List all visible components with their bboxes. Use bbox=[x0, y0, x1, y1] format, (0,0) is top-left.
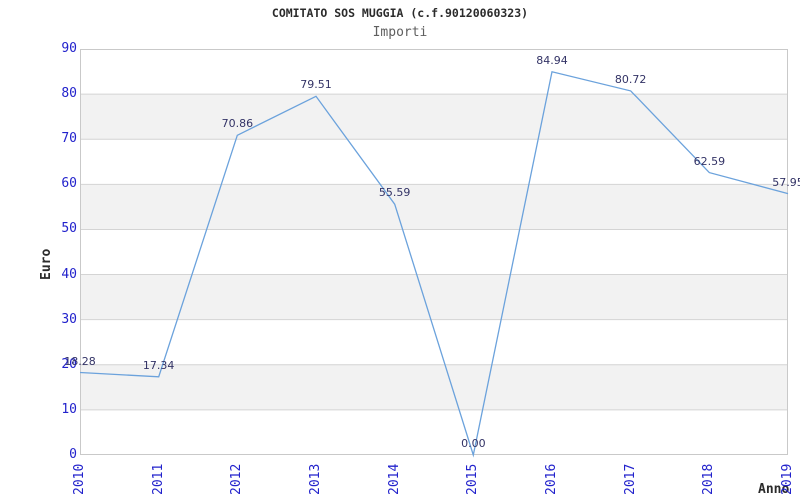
x-tick-label: 2013 bbox=[308, 463, 323, 495]
y-tick-label: 10 bbox=[61, 401, 77, 417]
y-tick-label: 80 bbox=[61, 86, 77, 102]
x-tick-label: 2015 bbox=[465, 463, 481, 495]
grid-band bbox=[80, 274, 788, 320]
data-label: 79.51 bbox=[300, 78, 332, 92]
grid-band bbox=[80, 184, 788, 230]
x-tick-label: 2018 bbox=[701, 463, 717, 495]
x-tick-label: 2016 bbox=[544, 463, 559, 495]
data-label: 55.59 bbox=[378, 186, 411, 200]
data-series-line bbox=[79, 71, 789, 458]
data-label: 62.59 bbox=[693, 154, 726, 168]
data-label: 18.28 bbox=[64, 354, 96, 368]
y-tick-label: 60 bbox=[61, 176, 77, 192]
data-label: 17.34 bbox=[142, 358, 175, 372]
data-label: 80.72 bbox=[614, 72, 647, 86]
x-tick-label: 2010 bbox=[72, 463, 87, 495]
grid-band bbox=[80, 94, 788, 140]
plot-border bbox=[80, 49, 788, 455]
chart-subtitle: Importi bbox=[372, 25, 428, 40]
y-tick-label: 30 bbox=[61, 311, 77, 327]
x-tick-label: 2019 bbox=[780, 463, 795, 495]
y-tick-label: 70 bbox=[61, 131, 77, 147]
x-tick-label: 2014 bbox=[386, 463, 402, 495]
y-tick-label: 20 bbox=[61, 356, 77, 372]
data-label: 70.86 bbox=[221, 117, 254, 131]
x-tick-label: 2011 bbox=[150, 463, 166, 495]
y-tick-label: 0 bbox=[69, 447, 77, 462]
x-tick-label: 2012 bbox=[229, 463, 245, 495]
plot-area bbox=[79, 49, 789, 458]
x-tick-label: 2017 bbox=[622, 463, 638, 495]
grid-band bbox=[80, 364, 788, 410]
data-label: 84.94 bbox=[536, 53, 568, 67]
data-label: 0.00 bbox=[461, 437, 486, 450]
data-label: 57.95 bbox=[772, 175, 800, 189]
x-axis-title: Anno bbox=[758, 482, 790, 497]
chart-title: COMITATO SOS MUGGIA (c.f.90120060323) bbox=[271, 6, 529, 20]
y-tick-label: 40 bbox=[61, 266, 77, 282]
y-tick-label: 90 bbox=[61, 41, 77, 56]
y-tick-label: 50 bbox=[61, 221, 77, 237]
